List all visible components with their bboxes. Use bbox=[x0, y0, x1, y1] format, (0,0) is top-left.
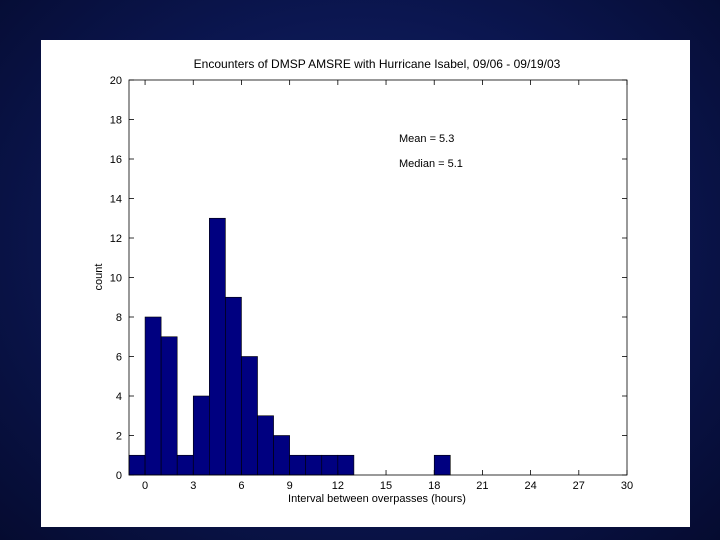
median-annotation: Median = 5.1 bbox=[399, 158, 463, 170]
y-tick-label: 0 bbox=[116, 470, 122, 482]
figure-panel: 0 3 6 9 12 15 18 21 24 27 30 0 2 4 6 8 10 12 14 16 18 20 Enco… bbox=[41, 40, 690, 527]
y-tick-label: 16 bbox=[110, 154, 122, 166]
histogram-bar bbox=[273, 435, 290, 476]
x-tick-label: 15 bbox=[380, 480, 392, 492]
histogram-bar bbox=[289, 454, 307, 476]
histogram-bar bbox=[144, 316, 162, 476]
x-tick-label: 0 bbox=[142, 480, 148, 492]
y-tick-label: 4 bbox=[116, 391, 122, 403]
histogram-bar bbox=[241, 356, 258, 476]
y-tick-label: 12 bbox=[110, 233, 122, 245]
histogram-bar bbox=[321, 454, 339, 476]
x-tick-label: 30 bbox=[621, 480, 633, 492]
y-tick-label: 20 bbox=[110, 75, 122, 87]
histogram-bar bbox=[305, 454, 323, 476]
y-tick-label: 18 bbox=[110, 115, 122, 127]
x-tick-label: 6 bbox=[238, 480, 244, 492]
histogram-bar bbox=[433, 454, 451, 476]
mean-annotation: Mean = 5.3 bbox=[399, 133, 454, 145]
chart-title: Encounters of DMSP AMSRE with Hurricane … bbox=[194, 57, 561, 71]
histogram-bar bbox=[192, 395, 210, 476]
histogram-bar bbox=[128, 454, 146, 476]
x-tick-label: 3 bbox=[190, 480, 196, 492]
histogram-bar bbox=[225, 296, 242, 476]
y-tick-label: 8 bbox=[116, 312, 122, 324]
histogram-bar bbox=[257, 415, 274, 476]
x-tick-label: 18 bbox=[428, 480, 440, 492]
y-tick-label: 2 bbox=[116, 431, 122, 443]
x-tick-label: 24 bbox=[524, 480, 536, 492]
x-tick-label: 9 bbox=[287, 480, 293, 492]
histogram-bar bbox=[176, 454, 194, 476]
bars-layer bbox=[128, 217, 451, 476]
x-tick-label: 27 bbox=[573, 480, 585, 492]
y-tick-label: 14 bbox=[110, 194, 122, 206]
y-tick-label: 6 bbox=[116, 352, 122, 364]
x-tick-label: 21 bbox=[476, 480, 488, 492]
y-tick-label: 10 bbox=[110, 273, 122, 285]
x-axis-label: Interval between overpasses (hours) bbox=[288, 493, 466, 505]
y-axis-label: count bbox=[93, 264, 105, 291]
histogram-bar bbox=[160, 336, 178, 476]
histogram-bar bbox=[209, 217, 226, 476]
x-tick-label: 12 bbox=[332, 480, 344, 492]
histogram-bar bbox=[337, 454, 355, 476]
